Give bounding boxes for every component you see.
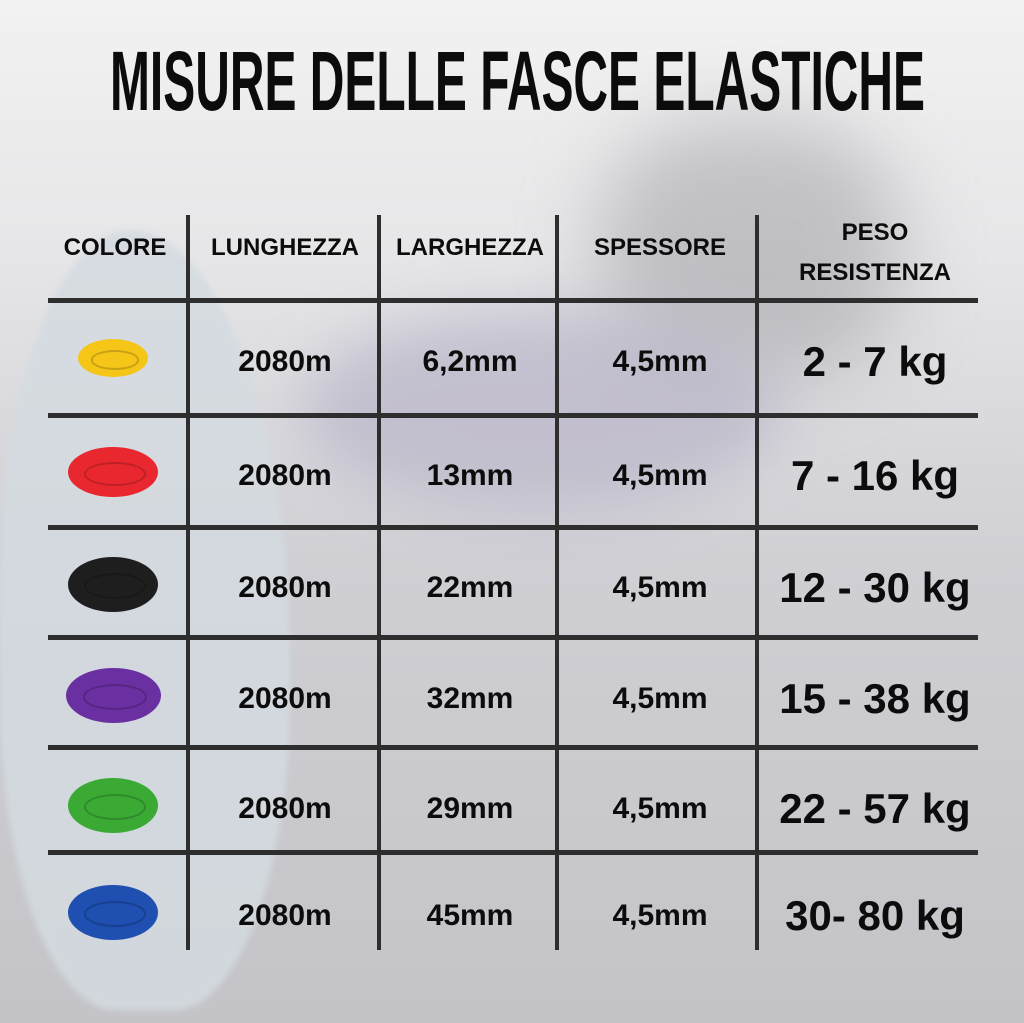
row-divider: [48, 525, 978, 530]
page-title-wrapper: MISURE DELLE FASCE ELASTICHE: [110, 34, 925, 128]
resistance-band-swatch: [68, 777, 158, 833]
header-larghezza: LARGHEZZA: [396, 234, 544, 261]
length-cell: 2080m: [238, 459, 332, 492]
length-cell: 2080m: [238, 899, 332, 932]
width-cell: 22mm: [426, 571, 514, 604]
column-divider: [186, 215, 190, 950]
width-cell: 29mm: [426, 792, 514, 825]
length-cell: 2080m: [238, 345, 332, 378]
thickness-cell: 4,5mm: [612, 571, 708, 604]
width-cell: 45mm: [426, 899, 514, 932]
resistance-band-swatch: [65, 667, 161, 723]
thickness-cell: 4,5mm: [612, 459, 708, 492]
length-cell: 2080m: [238, 792, 332, 825]
row-divider: [48, 850, 978, 855]
column-divider: [755, 215, 759, 950]
resistance-cell: 12 - 30 kg: [779, 564, 971, 611]
header-lunghezza: LUNGHEZZA: [211, 234, 359, 261]
thickness-cell: 4,5mm: [612, 345, 708, 378]
header-colore: COLORE: [63, 234, 167, 261]
column-divider: [555, 215, 559, 950]
length-cell: 2080m: [238, 682, 332, 715]
column-divider: [377, 215, 381, 950]
length-cell: 2080m: [238, 571, 332, 604]
resistance-cell: 15 - 38 kg: [779, 675, 971, 722]
width-cell: 6,2mm: [422, 345, 518, 378]
row-divider: [48, 745, 978, 750]
width-cell: 32mm: [426, 682, 514, 715]
row-divider: [48, 635, 978, 640]
resistance-cell: 22 - 57 kg: [779, 785, 971, 832]
header-spessore: SPESSORE: [593, 234, 727, 261]
thickness-cell: 4,5mm: [612, 682, 708, 715]
row-divider: [48, 298, 978, 303]
resistance-band-swatch: [68, 447, 158, 497]
resistance-band-swatch: [68, 884, 158, 940]
resistance-cell: 2 - 7 kg: [802, 338, 948, 385]
page-title: MISURE DELLE FASCE ELASTICHE: [110, 34, 925, 128]
thickness-cell: 4,5mm: [612, 792, 708, 825]
resistance-cell: 30- 80 kg: [785, 892, 965, 939]
header-peso: PESO: [841, 219, 909, 246]
width-cell: 13mm: [426, 459, 514, 492]
resistance-band-swatch: [68, 556, 158, 612]
resistance-cell: 7 - 16 kg: [790, 452, 960, 499]
row-divider: [48, 413, 978, 418]
thickness-cell: 4,5mm: [612, 899, 708, 932]
header-resistenza: RESISTENZA: [798, 259, 951, 286]
resistance-band-swatch: [78, 339, 148, 377]
